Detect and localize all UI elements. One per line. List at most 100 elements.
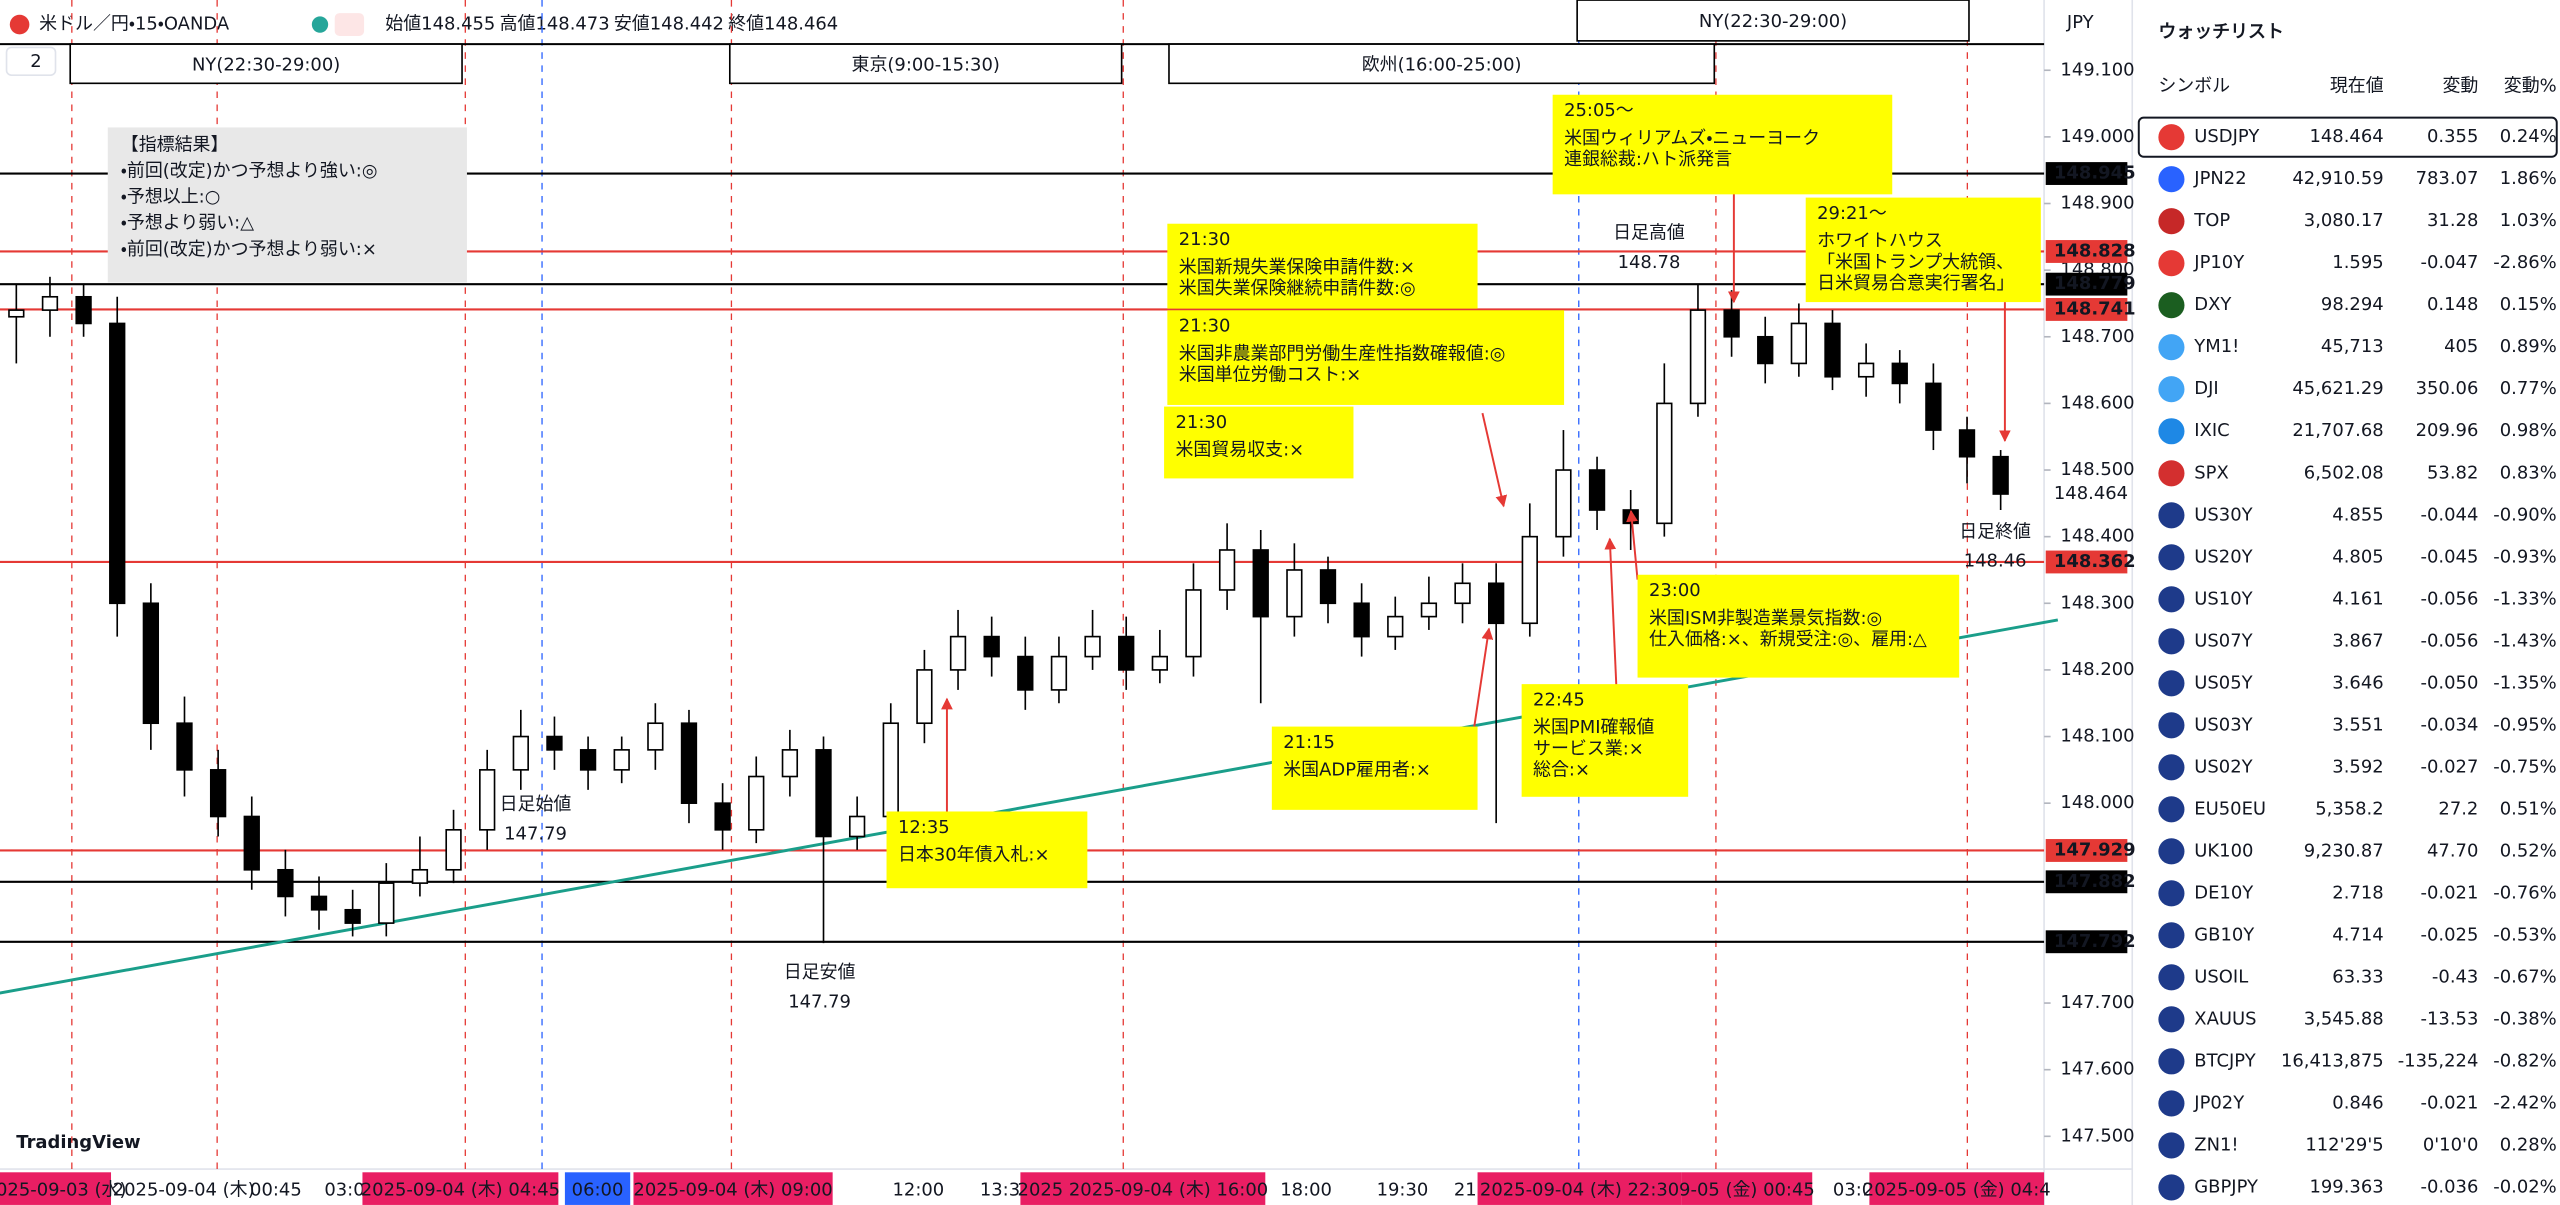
row-value[interactable]: 4.805 xyxy=(2332,546,2383,567)
column-header[interactable]: 変動% xyxy=(2504,76,2557,97)
row-symbol[interactable]: US10Y xyxy=(2194,588,2252,609)
row-value[interactable]: -0.047 xyxy=(2421,252,2479,273)
row-value[interactable]: -0.034 xyxy=(2421,714,2479,735)
row-symbol[interactable]: XAUUS xyxy=(2194,1008,2256,1029)
row-symbol[interactable]: JP02Y xyxy=(2193,1092,2244,1113)
row-value[interactable]: -0.050 xyxy=(2421,672,2479,693)
row-symbol[interactable]: GBPJPY xyxy=(2194,1176,2258,1197)
row-value[interactable]: -0.53% xyxy=(2493,924,2556,945)
row-value[interactable]: -1.33% xyxy=(2493,588,2556,609)
row-symbol[interactable]: US05Y xyxy=(2194,672,2252,693)
row-symbol[interactable]: DXY xyxy=(2194,294,2231,315)
row-symbol[interactable]: US20Y xyxy=(2194,546,2252,567)
row-value[interactable]: 21,707.68 xyxy=(2292,420,2383,441)
row-value[interactable]: 47.70 xyxy=(2427,840,2478,861)
row-symbol[interactable]: GB10Y xyxy=(2194,924,2254,945)
row-symbol[interactable]: USDJPY xyxy=(2194,126,2259,147)
row-value[interactable]: 16,413,875 xyxy=(2281,1050,2384,1071)
row-value[interactable]: 783.07 xyxy=(2416,168,2479,189)
row-symbol[interactable]: US07Y xyxy=(2194,630,2252,651)
row-value[interactable]: -2.86% xyxy=(2493,252,2556,273)
row-value[interactable]: 1.03% xyxy=(2500,210,2557,231)
row-value[interactable]: 148.464 xyxy=(2309,126,2383,147)
row-value[interactable]: -0.43 xyxy=(2432,966,2478,987)
row-value[interactable]: 0.98% xyxy=(2500,420,2557,441)
row-symbol[interactable]: US02Y xyxy=(2194,756,2252,777)
row-value[interactable]: 6,502.08 xyxy=(2304,462,2384,483)
row-value[interactable]: 199.363 xyxy=(2309,1176,2383,1197)
row-value[interactable]: 0.52% xyxy=(2500,840,2557,861)
row-symbol[interactable]: EU50EU xyxy=(2194,798,2266,819)
row-value[interactable]: 0.846 xyxy=(2332,1092,2383,1113)
row-value[interactable]: -0.76% xyxy=(2493,882,2556,903)
row-value[interactable]: 0.83% xyxy=(2500,462,2557,483)
row-value[interactable]: 9,230.87 xyxy=(2304,840,2384,861)
row-value[interactable]: -0.056 xyxy=(2421,588,2479,609)
row-value[interactable]: 209.96 xyxy=(2416,420,2479,441)
row-value[interactable]: -0.95% xyxy=(2493,714,2556,735)
row-value[interactable]: 112'29'5 xyxy=(2305,1134,2383,1155)
row-value[interactable]: 42,910.59 xyxy=(2292,168,2383,189)
row-value[interactable]: 0.89% xyxy=(2500,336,2557,357)
row-value[interactable]: -0.044 xyxy=(2421,504,2479,525)
row-value[interactable]: 3,080.17 xyxy=(2304,210,2384,231)
row-value[interactable]: 0.15% xyxy=(2500,294,2557,315)
row-value[interactable]: -0.67% xyxy=(2493,966,2556,987)
row-value[interactable]: 0.355 xyxy=(2427,126,2478,147)
row-symbol[interactable]: DJI xyxy=(2194,378,2218,399)
row-symbol[interactable]: TOP xyxy=(2193,210,2230,231)
row-symbol[interactable]: JPN22 xyxy=(2193,168,2246,189)
row-value[interactable]: 0.51% xyxy=(2500,798,2557,819)
row-value[interactable]: 3.867 xyxy=(2332,630,2383,651)
row-value[interactable]: -0.045 xyxy=(2421,546,2479,567)
row-value[interactable]: 1.595 xyxy=(2332,252,2383,273)
row-value[interactable]: -0.02% xyxy=(2493,1176,2556,1197)
row-value[interactable]: 1.86% xyxy=(2500,168,2557,189)
row-value[interactable]: -0.93% xyxy=(2493,546,2556,567)
symbol-title[interactable]: 米ドル／円・15・OANDA xyxy=(39,14,230,35)
row-value[interactable]: 0.148 xyxy=(2427,294,2478,315)
row-value[interactable]: 4.161 xyxy=(2332,588,2383,609)
column-header[interactable]: 変動 xyxy=(2442,76,2478,97)
row-value[interactable]: -0.021 xyxy=(2421,1092,2479,1113)
row-value[interactable]: 3.551 xyxy=(2332,714,2383,735)
row-value[interactable]: 63.33 xyxy=(2332,966,2383,987)
row-value[interactable]: -0.027 xyxy=(2421,756,2479,777)
row-value[interactable]: 350.06 xyxy=(2416,378,2479,399)
row-value[interactable]: -1.35% xyxy=(2493,672,2556,693)
row-value[interactable]: -13.53 xyxy=(2421,1008,2479,1029)
row-symbol[interactable]: IXIC xyxy=(2194,420,2229,441)
row-value[interactable]: 45,621.29 xyxy=(2292,378,2383,399)
row-value[interactable]: -0.021 xyxy=(2421,882,2479,903)
row-value[interactable]: 31.28 xyxy=(2427,210,2478,231)
collapse-count[interactable]: 2 xyxy=(30,51,41,72)
row-value[interactable]: -2.42% xyxy=(2493,1092,2556,1113)
row-value[interactable]: -0.38% xyxy=(2493,1008,2556,1029)
row-value[interactable]: 5,358.2 xyxy=(2315,798,2383,819)
row-value[interactable]: 0.28% xyxy=(2500,1134,2557,1155)
row-value[interactable]: 4.714 xyxy=(2332,924,2383,945)
row-value[interactable]: -135,224 xyxy=(2398,1050,2479,1071)
row-value[interactable]: -1.43% xyxy=(2493,630,2556,651)
row-value[interactable]: 45,713 xyxy=(2321,336,2384,357)
row-value[interactable]: 0'10'0 xyxy=(2423,1134,2479,1155)
row-value[interactable]: -0.75% xyxy=(2493,756,2556,777)
row-value[interactable]: 0.24% xyxy=(2500,126,2557,147)
watchlist-title[interactable]: ウォッチリスト xyxy=(2158,22,2284,43)
column-header[interactable]: 現在値 xyxy=(2330,76,2384,97)
row-value[interactable]: 3.592 xyxy=(2332,756,2383,777)
row-symbol[interactable]: DE10Y xyxy=(2194,882,2253,903)
row-value[interactable]: -0.036 xyxy=(2421,1176,2479,1197)
row-value[interactable]: 27.2 xyxy=(2438,798,2478,819)
row-symbol[interactable]: UK100 xyxy=(2194,840,2253,861)
row-value[interactable]: 4.855 xyxy=(2332,504,2383,525)
row-value[interactable]: 2.718 xyxy=(2332,882,2383,903)
row-symbol[interactable]: SPX xyxy=(2194,462,2229,483)
row-symbol[interactable]: YM1! xyxy=(2193,336,2239,357)
row-symbol[interactable]: ZN1! xyxy=(2194,1134,2238,1155)
collapse-button[interactable] xyxy=(5,46,57,76)
row-value[interactable]: 98.294 xyxy=(2321,294,2384,315)
row-symbol[interactable]: BTCJPY xyxy=(2194,1050,2255,1071)
row-value[interactable]: -0.025 xyxy=(2421,924,2479,945)
row-value[interactable]: 53.82 xyxy=(2427,462,2478,483)
